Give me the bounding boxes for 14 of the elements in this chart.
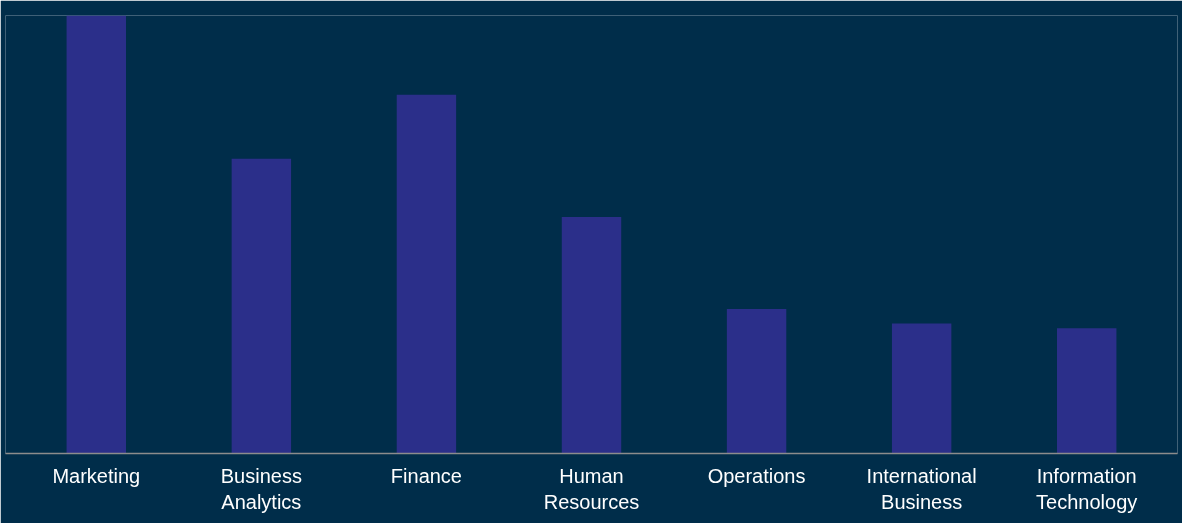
bar [726, 308, 787, 454]
bar [561, 216, 622, 454]
bar [66, 15, 126, 454]
x-tick-label: Information Technology [1036, 464, 1138, 513]
bar [1057, 328, 1117, 454]
x-tick-label: Business Analytics [220, 464, 302, 513]
x-tick-label: International Business [866, 464, 977, 513]
bar [891, 323, 952, 454]
x-tick-label: Operations [707, 464, 806, 487]
bar [396, 94, 457, 454]
x-tick-label: Finance [390, 464, 463, 487]
x-tick-label: Marketing [52, 464, 141, 487]
x-tick-label: Human Resources [543, 464, 640, 513]
bar [231, 158, 292, 454]
